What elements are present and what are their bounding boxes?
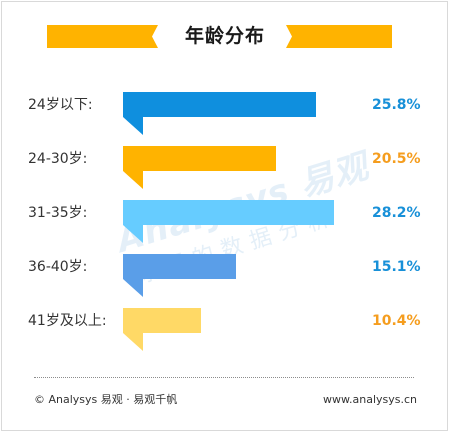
bar <box>123 92 316 117</box>
category-label: 24-30岁: <box>28 151 87 167</box>
bar-tail <box>123 117 143 135</box>
category-label: 36-40岁: <box>28 259 87 275</box>
value-label: 28.2% <box>372 205 421 221</box>
footer-divider <box>34 377 414 378</box>
category-label: 24岁以下: <box>28 97 93 113</box>
bar-tail <box>123 225 143 243</box>
bar <box>123 308 201 333</box>
bar-tail <box>123 333 143 351</box>
chart-title: 年龄分布 <box>184 25 265 47</box>
title-banner <box>47 25 392 48</box>
banner-right-band <box>286 25 392 48</box>
bar-tail <box>123 171 143 189</box>
value-label: 15.1% <box>372 259 421 275</box>
category-label: 41岁及以上: <box>28 313 107 329</box>
bars-group: 24岁以下: 25.8% 24-30岁: 20.5% 31-35岁: 28.2% 36-40… <box>28 92 421 351</box>
bar <box>123 146 276 171</box>
category-label: 31-35岁: <box>28 205 87 221</box>
footer-website: www.analysys.cn <box>323 393 417 406</box>
value-label: 20.5% <box>372 151 421 167</box>
banner-left-band <box>47 25 158 48</box>
value-label: 25.8% <box>372 97 421 113</box>
bar-tail <box>123 279 143 297</box>
value-label: 10.4% <box>372 313 421 329</box>
bar <box>123 200 334 225</box>
footer-copyright: © Analysys 易观 · 易观千帆 <box>34 393 178 406</box>
bar <box>123 254 236 279</box>
